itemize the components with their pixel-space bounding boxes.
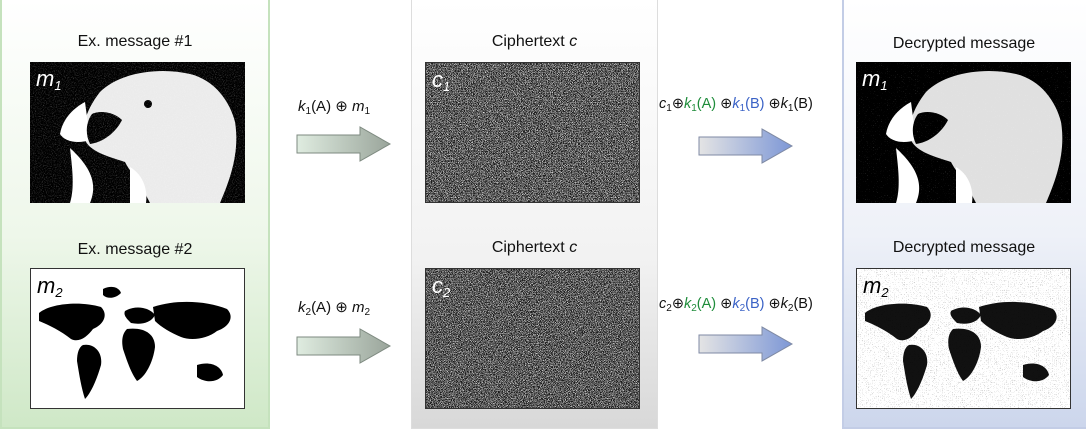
ciphertext1-title: Ciphertext c <box>411 33 658 51</box>
encrypt1-ksub: 1 <box>305 106 312 117</box>
encrypt1-arg: (A) <box>311 98 332 115</box>
decrypted-m2-label-letter: m <box>863 273 882 298</box>
decrypt1-op-a: ⊕ <box>671 96 684 112</box>
ciphertext2-title-var: c <box>569 239 578 256</box>
decrypt2-term-green: k2(A) <box>683 296 717 314</box>
decrypted-m1-label: m1 <box>862 68 888 97</box>
c2-label: c2 <box>432 275 450 304</box>
decrypt2-k-b: k <box>732 296 740 312</box>
decrypt2-ksub-b: 2 <box>739 303 746 314</box>
decrypted-m2-label: m2 <box>863 275 889 304</box>
m2-label-sub: 2 <box>55 285 63 300</box>
m1-label-sub: 1 <box>54 78 62 93</box>
decrypt1-arg-a: (A) <box>696 96 717 112</box>
decrypt2-arg-a: (A) <box>696 296 717 312</box>
ciphertext2-title: Ciphertext c <box>411 239 658 257</box>
decrypt-arrow-2 <box>698 326 794 362</box>
decrypt1-csub: 1 <box>666 103 672 114</box>
decrypt1-arg-c: (B) <box>793 96 813 112</box>
encrypt1-m: m <box>351 98 365 115</box>
decrypt2-op-a: ⊕ <box>671 296 684 312</box>
c2-label-sub: 2 <box>443 285 451 300</box>
decrypt2-ksub-a: 2 <box>691 303 697 314</box>
decrypt1-ksub-b: 1 <box>739 103 746 114</box>
m1-label: m1 <box>36 68 62 97</box>
decrypt2-op-b: ⊕ <box>720 296 733 312</box>
encrypt1-msub: 1 <box>364 106 371 117</box>
world-map-image: m2 <box>30 268 245 409</box>
c2-label-letter: c <box>432 273 443 298</box>
decrypted-m1-label-letter: m <box>862 66 881 91</box>
decrypted1-title: Decrypted message <box>892 35 1036 52</box>
decrypt2-op-c: ⊕ <box>768 296 781 312</box>
decrypted-m1-label-sub: 1 <box>880 78 888 93</box>
encrypt1-k: k <box>298 98 306 115</box>
m1-label-letter: m <box>36 66 55 91</box>
ciphertext2-title-text: Ciphertext <box>491 239 565 256</box>
encrypt-formula-2: k2(A) ⊕ m2 <box>298 298 370 318</box>
decrypt1-term-green: k1(A) <box>683 96 717 114</box>
ciphertext1-title-var: c <box>569 33 578 50</box>
c1-label: c1 <box>432 69 450 98</box>
c1-label-letter: c <box>432 67 443 92</box>
decrypt2-arg-c: (B) <box>793 296 813 312</box>
decrypt1-op-c: ⊕ <box>768 96 781 112</box>
decrypted2-title: Decrypted message <box>892 239 1036 256</box>
message1-title: Ex. message #1 <box>77 33 193 50</box>
encrypt2-m: m <box>351 299 365 316</box>
decrypt1-k-c: k <box>780 96 788 112</box>
decrypt2-arg-b: (B) <box>745 296 765 312</box>
decrypt2-c: c <box>659 296 667 312</box>
decrypt1-op-b: ⊕ <box>720 96 733 112</box>
decrypt-formula-2: c2⊕k2(A) ⊕k2(B) ⊕k2(B) <box>659 296 813 314</box>
encrypt-formula-1: k1(A) ⊕ m1 <box>298 97 370 117</box>
decrypt1-k-b: k <box>732 96 740 112</box>
m2-label: m2 <box>37 275 63 304</box>
encrypt-arrow-1 <box>296 126 392 162</box>
decrypt2-k-c: k <box>780 296 788 312</box>
decrypt1-ksub-c: 1 <box>787 103 794 114</box>
encrypt-arrow-2 <box>296 328 392 364</box>
encrypt2-arg: (A) <box>311 299 332 316</box>
ciphertext-c2-image: c2 <box>425 268 640 409</box>
ciphertext-c1-image: c1 <box>425 62 640 203</box>
decrypt1-arg-b: (B) <box>745 96 765 112</box>
encrypt2-op: ⊕ <box>335 299 348 316</box>
decrypt1-ksub-a: 1 <box>691 103 697 114</box>
decrypt1-k-a: k <box>683 96 692 112</box>
decrypt1-term-blue: k1(B) <box>732 96 765 114</box>
decrypted-lion-image: m1 <box>856 62 1071 203</box>
decrypt2-csub: 2 <box>666 303 672 314</box>
encrypt2-k: k <box>298 299 306 316</box>
decrypt-arrow-1 <box>698 128 794 164</box>
ciphertext1-title-text: Ciphertext <box>491 33 565 50</box>
lion-image: m1 <box>30 62 245 203</box>
m2-label-letter: m <box>37 273 56 298</box>
encrypt1-op: ⊕ <box>335 98 348 115</box>
decrypt-formula-1: c1⊕k1(A) ⊕k1(B) ⊕k1(B) <box>659 96 813 114</box>
decrypt2-ksub-c: 2 <box>787 303 794 314</box>
decrypt2-term-blue: k2(B) <box>732 296 765 314</box>
c1-label-sub: 1 <box>443 79 451 94</box>
encrypt2-msub: 2 <box>364 307 371 318</box>
decrypted-world-map-image: m2 <box>856 268 1071 409</box>
message2-title: Ex. message #2 <box>77 241 193 258</box>
decrypt1-c: c <box>659 96 667 112</box>
decrypt2-k-a: k <box>683 296 692 312</box>
encrypt2-ksub: 2 <box>305 307 312 318</box>
decrypted-m2-label-sub: 2 <box>881 285 889 300</box>
